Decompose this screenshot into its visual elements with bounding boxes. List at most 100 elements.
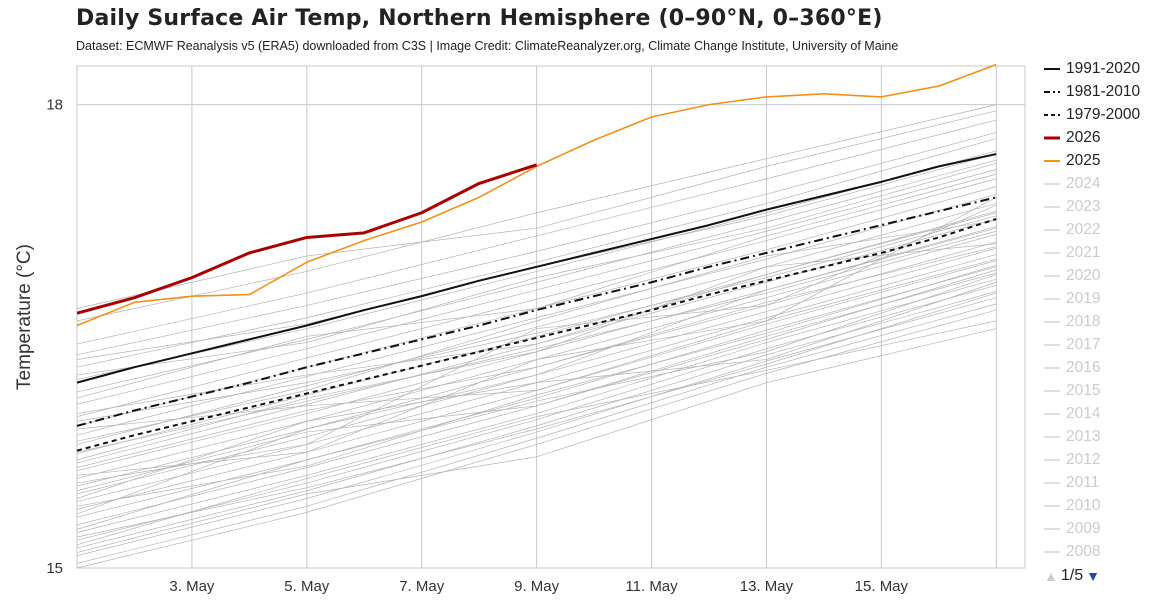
- background-year-line: [76, 162, 997, 376]
- legend-swatch: [1044, 90, 1060, 93]
- background-year-line: [76, 297, 997, 556]
- x-tick-label: 11. May: [625, 578, 678, 595]
- legend-label: 1991-2020: [1066, 59, 1141, 77]
- background-year-line: [76, 303, 997, 564]
- background-year-line: [76, 227, 997, 515]
- legend-swatch: [1044, 159, 1060, 162]
- legend-label: 2013: [1066, 427, 1101, 445]
- y-axis-label: Temperature (°C): [14, 244, 35, 390]
- legend-label: 2012: [1066, 450, 1101, 468]
- legend-swatch: [1044, 113, 1060, 116]
- legend-swatch: [1044, 274, 1060, 277]
- legend-label: 2008: [1066, 542, 1101, 560]
- legend-label: 2022: [1066, 220, 1101, 238]
- legend-label: 2016: [1066, 358, 1101, 376]
- background-year-line: [76, 138, 997, 368]
- legend-swatch: [1044, 297, 1060, 300]
- legend-swatch: [1044, 136, 1060, 139]
- legend-item-2022[interactable]: 2022: [1044, 218, 1140, 241]
- legend-item-2012[interactable]: 2012: [1044, 448, 1140, 471]
- legend-swatch: [1044, 481, 1060, 484]
- legend-item-2016[interactable]: 2016: [1044, 356, 1140, 379]
- background-year-line: [76, 173, 997, 399]
- legend-item-1981-2010[interactable]: 1981-2010: [1044, 80, 1140, 103]
- legend-label: 2011: [1066, 473, 1100, 491]
- plot-frame: [76, 65, 1026, 569]
- legend-label: 2025: [1066, 151, 1101, 169]
- legend-label: 2014: [1066, 404, 1101, 422]
- legend-label: 2026: [1066, 128, 1101, 146]
- legend-item-2024[interactable]: 2024: [1044, 172, 1140, 195]
- background-year-line: [76, 284, 997, 541]
- chart-subtitle: Dataset: ECMWF Reanalysis v5 (ERA5) down…: [76, 39, 899, 53]
- triangle-up-icon[interactable]: ▲: [1044, 568, 1058, 584]
- legend-swatch: [1044, 205, 1060, 208]
- legend-label: 2015: [1066, 381, 1101, 399]
- legend-swatch: [1044, 251, 1060, 254]
- chart-title: Daily Surface Air Temp, Northern Hemisph…: [76, 6, 883, 31]
- legend-item-2023[interactable]: 2023: [1044, 195, 1140, 218]
- background-year-lines: [76, 104, 997, 569]
- legend-item-2011[interactable]: 2011: [1044, 471, 1140, 494]
- x-tick-label: 9. May: [514, 578, 560, 595]
- legend-swatch: [1044, 527, 1060, 530]
- legend-item-1979-2000[interactable]: 1979-2000: [1044, 103, 1140, 126]
- background-year-line: [76, 193, 997, 436]
- background-year-line: [76, 104, 997, 322]
- background-year-line: [76, 328, 997, 553]
- y-tick-label: 18: [46, 97, 63, 114]
- legend-swatch: [1044, 389, 1060, 392]
- legend-page-indicator: 1/5: [1060, 567, 1084, 584]
- legend-label: 1981-2010: [1066, 82, 1141, 100]
- background-year-line: [76, 320, 997, 546]
- legend-item-2017[interactable]: 2017: [1044, 333, 1140, 356]
- legend-item-2020[interactable]: 2020: [1044, 264, 1140, 287]
- legend-item-2008[interactable]: 2008: [1044, 540, 1140, 563]
- background-year-line: [76, 196, 997, 476]
- legend-swatch: [1044, 412, 1060, 415]
- background-year-line: [76, 292, 997, 538]
- legend-label: 2010: [1066, 496, 1101, 514]
- legend-item-2010[interactable]: 2010: [1044, 494, 1140, 517]
- background-year-line: [76, 246, 997, 468]
- background-year-line: [76, 230, 997, 453]
- background-year-line: [76, 309, 997, 569]
- legend-item-2025[interactable]: 2025: [1044, 149, 1140, 172]
- legend-item-2018[interactable]: 2018: [1044, 310, 1140, 333]
- series-line-1991-2020: [76, 153, 997, 384]
- y-tick-label: 15: [46, 560, 63, 577]
- background-year-line: [76, 119, 997, 345]
- legend-item-2021[interactable]: 2021: [1044, 241, 1140, 264]
- background-year-line: [76, 274, 997, 530]
- legend-item-2026[interactable]: 2026: [1044, 126, 1140, 149]
- background-year-line: [76, 278, 997, 533]
- legend-item-2009[interactable]: 2009: [1044, 517, 1140, 540]
- legend-item-2019[interactable]: 2019: [1044, 287, 1140, 310]
- chart-axes: 3. May 5. May 7. May 9. May 11. May 13. May 15…: [14, 97, 909, 595]
- triangle-down-icon[interactable]: ▼: [1086, 568, 1100, 584]
- legend-item-2014[interactable]: 2014: [1044, 402, 1140, 425]
- background-year-line: [76, 110, 997, 309]
- background-year-line: [76, 210, 997, 455]
- legend-item-2013[interactable]: 2013: [1044, 425, 1140, 448]
- background-year-line: [76, 203, 997, 445]
- background-year-line: [76, 215, 997, 422]
- legend-swatch: [1044, 228, 1060, 231]
- background-year-line: [76, 220, 997, 442]
- chart-legend: 1991-2020 1981-2010 1979-2000 2026 2025 2024 2…: [1044, 57, 1140, 563]
- background-year-line: [76, 264, 997, 507]
- legend-item-1991-2020[interactable]: 1991-2020: [1044, 57, 1140, 80]
- legend-item-2015[interactable]: 2015: [1044, 379, 1140, 402]
- background-year-line: [76, 281, 997, 499]
- x-tick-label: 5. May: [284, 578, 330, 595]
- x-tick-label: 13. May: [740, 578, 794, 595]
- background-year-line: [76, 169, 997, 405]
- series-line-1981-2010: [76, 196, 997, 427]
- legend-swatch: [1044, 67, 1060, 70]
- series-line-2026: [76, 163, 538, 315]
- legend-swatch: [1044, 458, 1060, 461]
- x-tick-label: 7. May: [399, 578, 445, 595]
- background-year-line: [76, 150, 997, 380]
- legend-swatch: [1044, 435, 1060, 438]
